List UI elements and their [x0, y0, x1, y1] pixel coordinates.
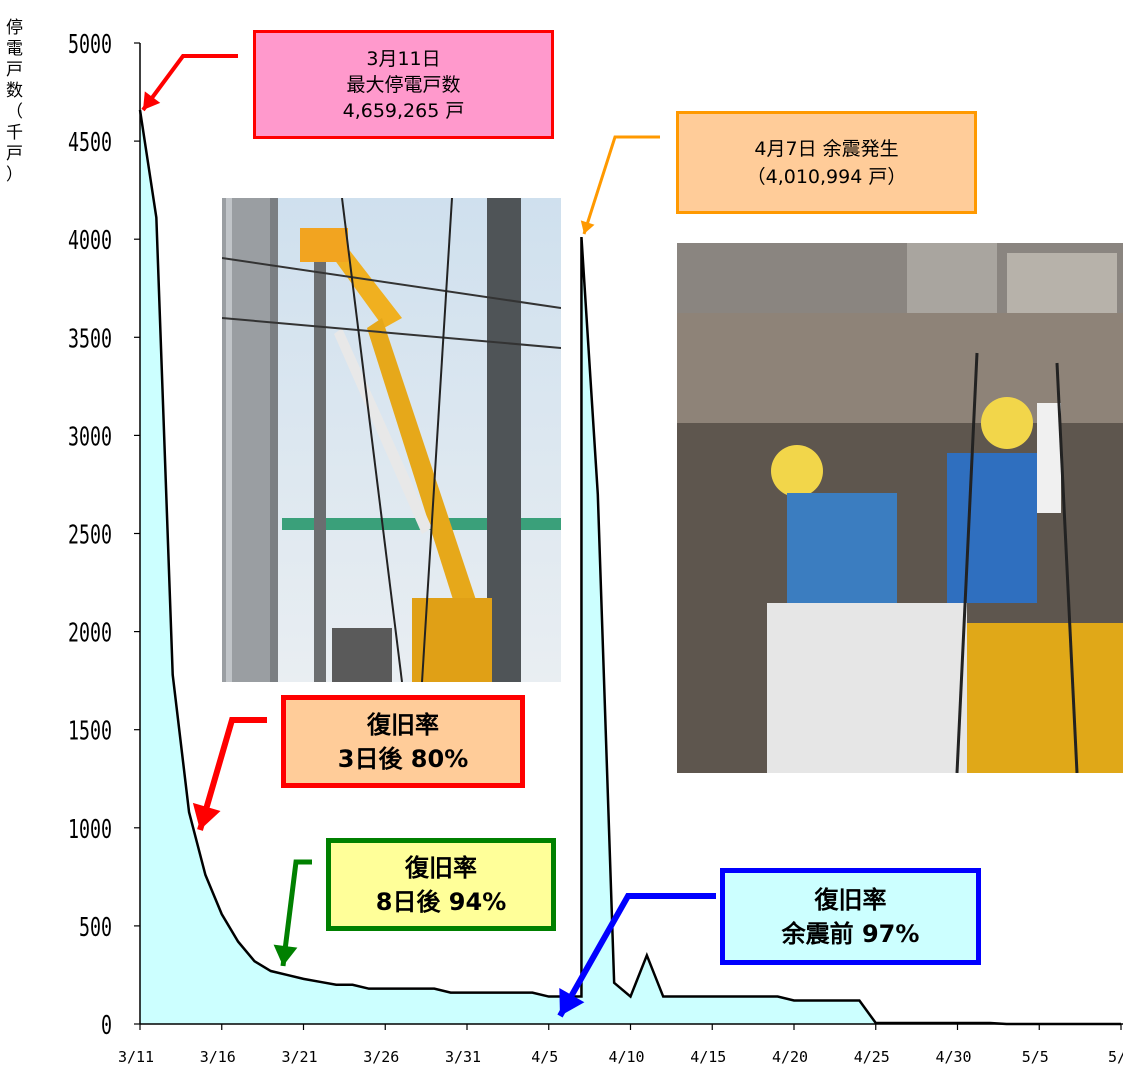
y-tick-label: 4000 [68, 226, 112, 256]
x-tick-label: 5/5 [1022, 1048, 1049, 1066]
callout-aftershock: 4月7日 余震発生 （4,010,994 戸） [676, 111, 977, 214]
callout-aftershock-line1: 4月7日 余震発生 [754, 137, 899, 160]
y-tick-label: 5000 [68, 30, 112, 60]
y-axis-label-char: 千 [6, 123, 23, 143]
y-axis-label-char: 停 [6, 18, 23, 38]
x-tick-label: 4/10 [608, 1048, 644, 1066]
arrow-r8-shaft [280, 859, 312, 967]
y-axis-label-char: 戸 [6, 144, 23, 164]
x-tick-label: 3/31 [445, 1048, 481, 1066]
y-axis-label-char: 電 [6, 39, 23, 59]
y-tick-label: 4500 [68, 128, 112, 158]
callout-max-line2: 最大停電戸数 [346, 73, 461, 96]
y-tick-label: 500 [79, 913, 112, 943]
callout-r3-line2: 3日後 80% [337, 744, 469, 773]
y-tick-label: 0 [101, 1011, 112, 1041]
series-line [138, 109, 1121, 1026]
callout-recovery-3days: 復旧率 3日後 80% [281, 695, 525, 788]
arrow-r3-shaft [197, 717, 267, 831]
callout-recovery-before-aftershock: 復旧率 余震前 97% [720, 868, 981, 965]
arrow-max-shaft [141, 54, 238, 112]
callout-recovery-8days: 復旧率 8日後 94% [326, 838, 556, 931]
area-layer [138, 109, 1121, 1026]
y-axis-label-char: ） [6, 165, 23, 185]
callout-max-line1: 3月11日 [366, 47, 441, 70]
arrow-layer [141, 54, 716, 1018]
arrow-r8-head [273, 944, 298, 966]
photo-workers-graphic [677, 243, 1123, 773]
x-tick-label: 4/20 [772, 1048, 808, 1066]
callout-r8-line1: 復旧率 [405, 853, 477, 882]
arrow-aftershock-head [580, 220, 595, 234]
x-tick-label: 5/ [1108, 1048, 1123, 1066]
x-tick-label: 4/25 [854, 1048, 890, 1066]
callout-r3-line1: 復旧率 [367, 710, 439, 739]
y-axis-label-char: 戸 [6, 60, 23, 80]
x-tick-label: 4/5 [531, 1048, 558, 1066]
x-tick-label: 3/21 [281, 1048, 317, 1066]
photo-crane-repair [222, 198, 561, 682]
y-tick-label: 3000 [68, 422, 112, 452]
x-tick-label: 3/26 [363, 1048, 399, 1066]
arrow-aftershock-shaft [582, 135, 660, 235]
y-tick-label: 2000 [68, 619, 112, 649]
y-tick-label: 1500 [68, 717, 112, 747]
arrow-rpre-shaft [557, 893, 716, 1018]
x-tick-label: 4/30 [935, 1048, 971, 1066]
y-axis-label-char: （ [6, 102, 23, 122]
callout-rpre-line1: 復旧率 [814, 885, 887, 914]
arrow-r3-head [192, 802, 221, 830]
x-tick-label: 4/15 [690, 1048, 726, 1066]
y-axis-label-char: 数 [6, 81, 23, 101]
tick-labels: 0 500 1000 1500 2000 2500 3000 3500 4000 4500 5000… [68, 30, 1123, 1066]
axis-layer [134, 42, 1123, 1030]
x-tick-label: 3/11 [118, 1048, 154, 1066]
callout-max-outage: 3月11日 最大停電戸数 4,659,265 戸 [253, 30, 554, 139]
photo-crane-graphic [222, 198, 561, 682]
callout-aftershock-line2: （4,010,994 戸） [746, 165, 907, 188]
photo-workers-debris [677, 243, 1123, 773]
x-tick-label: 3/16 [200, 1048, 236, 1066]
callout-max-line3: 4,659,265 戸 [342, 99, 465, 122]
arrow-rpre-head [559, 988, 585, 1016]
y-tick-label: 2500 [68, 521, 112, 551]
arrow-max-head [143, 91, 161, 110]
callout-r8-line2: 8日後 94% [375, 887, 507, 916]
callout-rpre-line2: 余震前 97% [781, 919, 920, 948]
y-tick-label: 3500 [68, 324, 112, 354]
y-tick-label: 1000 [68, 815, 112, 845]
